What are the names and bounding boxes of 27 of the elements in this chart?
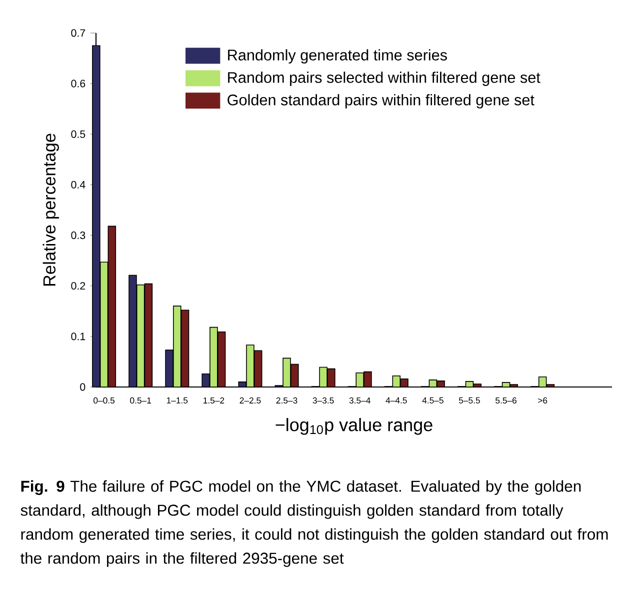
- x-tick-label: 4–4.5: [386, 397, 407, 404]
- y-axis-title: Relative percentage: [42, 134, 59, 286]
- x-tick-label: 5–5.5: [458, 397, 480, 404]
- text: Fig. 9 The failure of PGC model on the YMC dataset. Evaluated by the golden standard, although PGC model could distinguish golden standard from totally random generated time series, it could not distinguish the golden standard out from the random pairs in the filtered 2935-gene set: [20, 480, 608, 567]
- x-tick-label: 0.5–1: [130, 397, 151, 404]
- y-tick-label: 0.6: [71, 80, 86, 88]
- x-tick-label: >6: [538, 397, 548, 404]
- y-tick-label: 0.1: [71, 332, 86, 340]
- x-tick-label: 3–3.5: [312, 397, 334, 404]
- y-tick-label: 0.2: [71, 282, 86, 290]
- x-tick-label: 4.5–5: [422, 397, 444, 404]
- y-tick-label: 0.4: [71, 180, 86, 188]
- legend-label: Golden standard pairs within filtered gene set: [228, 94, 534, 108]
- x-tick-label: 0–0.5: [94, 397, 115, 404]
- legend-label: Randomly generated time series: [228, 49, 447, 64]
- x-tick-label: 5.5–6: [496, 397, 516, 404]
- x-tick-label: 1.5–2: [204, 397, 224, 404]
- y-tick-label: 0.5: [71, 130, 86, 138]
- x-tick-label: 3.5–4: [349, 397, 370, 404]
- y-tick-label: 0.3: [71, 232, 86, 240]
- x-tick-label: 2–2.5: [240, 397, 261, 404]
- x-tick-label: 1–1.5: [166, 397, 188, 404]
- y-tick-label: 0: [80, 383, 86, 391]
- y-tick-label: 0.7: [71, 29, 86, 37]
- x-axis-title: −log$_{10}$p value range: [276, 418, 432, 435]
- legend-label: Random pairs selected within filtered gene set: [228, 72, 540, 86]
- x-tick-label: 2.5–3: [276, 397, 298, 404]
